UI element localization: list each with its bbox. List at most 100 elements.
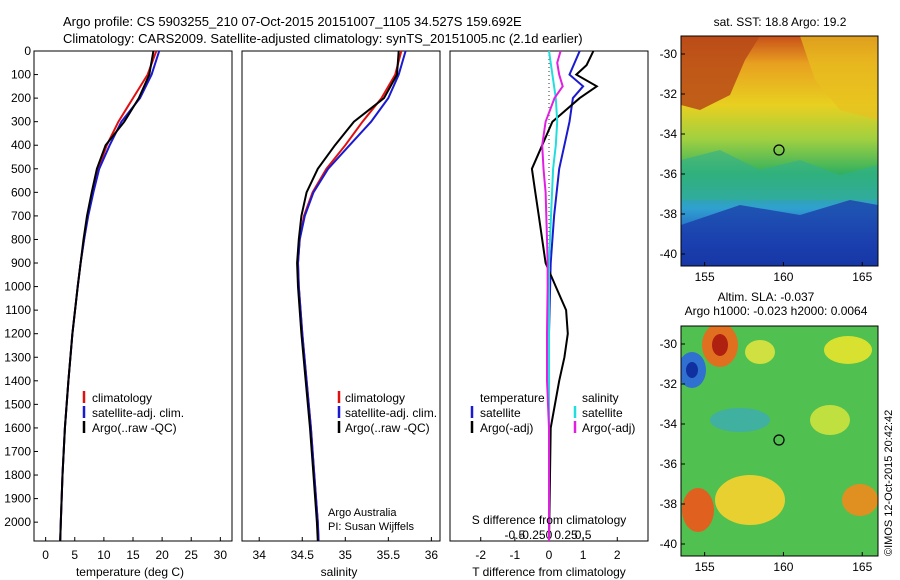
temperature-tick-label: 15 <box>126 548 140 562</box>
lon-tick-label: 160 <box>773 560 793 574</box>
sst-map-panel: sat. SST: 18.8 Argo: 19.2 155 160 165 -30 -3… <box>660 15 879 284</box>
lon-tick-label: 155 <box>695 270 715 284</box>
legend-label-satellite: satellite-adj. clim. <box>345 406 437 420</box>
series-line-argo-raw-qc- <box>296 50 400 542</box>
argo-location-marker <box>773 434 785 446</box>
legend-label-satellite: satellite-adj. clim. <box>92 406 184 420</box>
depth-tick-label: 200 <box>11 91 31 105</box>
sst-map-ticks: 155 160 165 -30 -32 -34 -36 -38 -40 <box>660 47 873 284</box>
depth-tick-label: 1900 <box>4 492 31 506</box>
lon-tick-label: 165 <box>852 270 872 284</box>
depth-tick-label: 0 <box>24 44 31 58</box>
legend-label-s-satellite: satellite <box>582 406 623 420</box>
sst-mid-patch <box>800 36 878 120</box>
lat-tick-label: -36 <box>660 167 678 181</box>
t-diff-tick-label: -2 <box>475 548 486 562</box>
sla-mid-4 <box>715 475 785 525</box>
depth-tick-label: 300 <box>11 115 31 129</box>
salinity-tick-label: 34.5 <box>291 548 315 562</box>
salinity-axes-frame <box>241 50 441 542</box>
temperature-tick-label: 10 <box>97 548 111 562</box>
sla-low-core <box>686 362 698 378</box>
legend-label-s-argo: Argo(-adj) <box>582 421 635 435</box>
lat-tick-label: -38 <box>660 207 678 221</box>
salinity-legend: climatology satellite-adj. clim. Argo(..… <box>337 391 437 435</box>
t-diff-tick-label: 2 <box>614 548 621 562</box>
depth-tick-label: 700 <box>11 209 31 223</box>
sla-mid-2 <box>824 336 872 364</box>
lat-tick-label: -34 <box>660 417 678 431</box>
depth-tick-label: 2000 <box>4 515 31 529</box>
salinity-tick-label: 36 <box>425 548 439 562</box>
sst-warm-patch <box>681 36 760 110</box>
temperature-tick-label: 20 <box>155 548 169 562</box>
pi-label: PI: Susan Wijffels <box>328 521 414 533</box>
depth-tick-label: 800 <box>11 232 31 246</box>
salinity-xlabel: salinity <box>321 565 358 579</box>
s-diff-tick-label: 0.5 <box>575 528 592 542</box>
lat-tick-label: -40 <box>660 247 678 261</box>
depth-tick-label: 900 <box>11 256 31 270</box>
legend-label-argo: Argo(..raw -QC) <box>345 421 430 435</box>
sst-cold-patch <box>681 200 878 266</box>
lat-tick-label: -40 <box>660 537 678 551</box>
depth-tick-label: 400 <box>11 138 31 152</box>
depth-tick-label: 1200 <box>4 327 31 341</box>
temperature-xlabel: temperature (deg C) <box>76 565 184 579</box>
t-diff-tick-label: -1 <box>510 548 521 562</box>
depth-tick-label: 1300 <box>4 350 31 364</box>
depth-tick-label: 1700 <box>4 444 31 458</box>
t-diff-tick-label: 1 <box>580 548 587 562</box>
depth-tick-label: 1500 <box>4 397 31 411</box>
argo-location-marker <box>773 144 785 156</box>
depth-tick-label: 1600 <box>4 421 31 435</box>
temperature-tick-label: 30 <box>214 548 228 562</box>
lon-tick-label: 160 <box>773 270 793 284</box>
lon-tick-label: 165 <box>852 560 872 574</box>
salinity-diff-label: S difference from climatology <box>472 513 627 527</box>
temperature-ticks: 0 5 10 15 20 25 30 <box>42 537 227 562</box>
series-line-climatology <box>59 50 158 542</box>
difference-legend: temperature satellite Argo(-adj) salinit… <box>470 391 635 435</box>
legend-title-temperature: temperature <box>480 391 545 405</box>
imos-stamp: ©IMOS 12-Oct-2015 20:42:42 <box>883 410 895 556</box>
sla-map-panel: Altim. SLA: -0.037 Argo h1000: -0.023 h2… <box>660 290 879 574</box>
sla-mid-1 <box>745 340 775 364</box>
legend-label-climatology: climatology <box>92 391 152 405</box>
data-source-label: Argo Australia <box>328 507 397 519</box>
temperature-tick-label: 0 <box>42 548 49 562</box>
sla-map-ticks: 155 160 165 -30 -32 -34 -36 -38 -40 <box>660 337 873 574</box>
temperature-panel: 0100200300400500600700800900100011001200… <box>4 44 233 579</box>
sla-map-frame <box>680 325 879 557</box>
sla-high-core <box>712 334 728 356</box>
salinity-panel: 34 34.5 35 35.5 36 salinity climatology sate… <box>241 50 441 579</box>
salinity-series <box>296 50 407 542</box>
legend-label-climatology: climatology <box>345 391 405 405</box>
series-line-t-argo-adj- <box>530 50 599 542</box>
lat-tick-label: -30 <box>660 47 678 61</box>
s-diff-tick-label: -0.25 <box>518 528 546 542</box>
legend-label-argo: Argo(..raw -QC) <box>92 421 177 435</box>
profile-title: Argo profile: CS 5903255_210 07-Oct-2015… <box>63 14 522 29</box>
depth-tick-label: 1800 <box>4 468 31 482</box>
sla-high-south <box>682 488 714 532</box>
series-line-s-satellite <box>548 50 559 541</box>
temperature-tick-label: 5 <box>71 548 78 562</box>
salinity-ticks: 34 34.5 35 35.5 36 <box>253 537 439 562</box>
series-line-argo-raw-qc- <box>59 50 155 542</box>
sla-map-title: Altim. SLA: -0.037 <box>718 290 815 304</box>
depth-tick-label: 1000 <box>4 280 31 294</box>
difference-panel: -2 -1 0 1 2-0.5-0.25 0 0.250.5 temperature sat… <box>449 50 649 579</box>
difference-series <box>530 50 599 542</box>
sla-low-band <box>710 408 770 432</box>
lat-tick-label: -34 <box>660 127 678 141</box>
climatology-title: Climatology: CARS2009. Satellite-adjuste… <box>63 31 583 46</box>
depth-ticks: 0 100 200 300 400 500 600 700 800 900 1000 1100 1200… <box>4 44 38 529</box>
lat-tick-label: -32 <box>660 377 678 391</box>
salinity-tick-label: 35 <box>339 548 353 562</box>
series-line-satellite-adj-clim- <box>59 50 161 542</box>
lat-tick-label: -38 <box>660 497 678 511</box>
legend-label-t-argo: Argo(-adj) <box>480 421 533 435</box>
t-diff-tick-label: 0 <box>546 548 553 562</box>
depth-tick-label: 600 <box>11 185 31 199</box>
